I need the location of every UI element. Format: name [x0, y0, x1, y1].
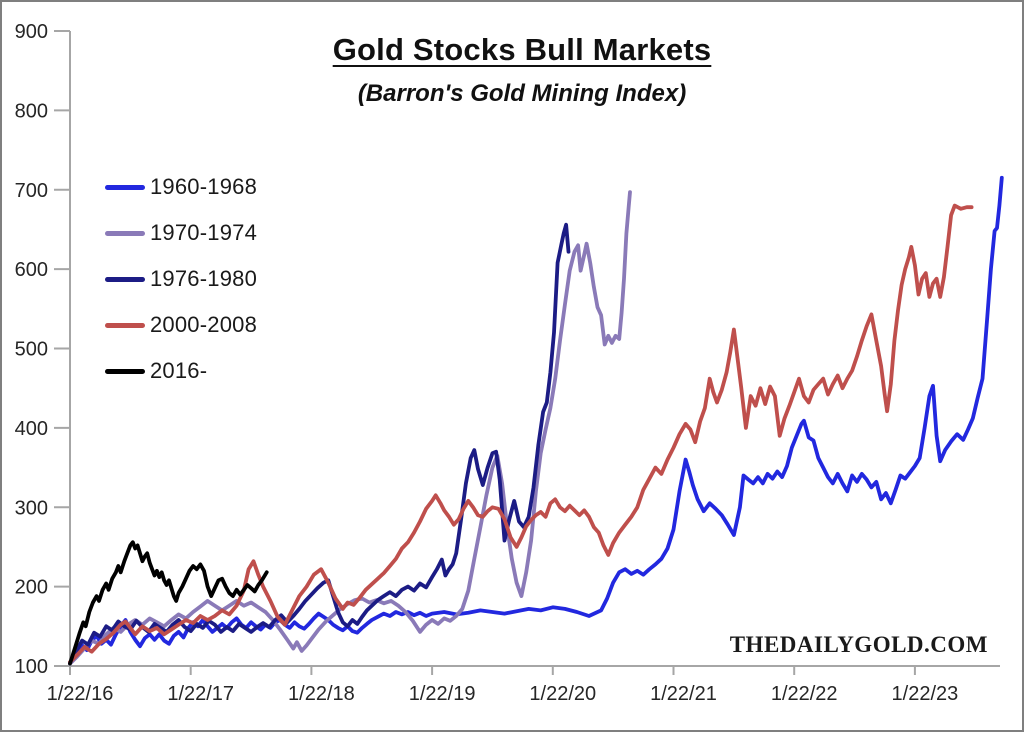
- x-axis-tick-label: 1/22/22: [771, 683, 838, 705]
- x-axis-tick-label: 1/22/21: [650, 683, 717, 705]
- y-axis-tick-label: 900: [15, 21, 48, 43]
- series-line-1976-1980: [68, 222, 571, 665]
- y-axis-tick-label: 500: [15, 339, 48, 361]
- x-axis-tick-label: 1/22/16: [47, 683, 114, 705]
- y-axis-tick-label: 800: [15, 100, 48, 122]
- x-axis-tick-label: 1/22/23: [892, 683, 959, 705]
- x-axis-tick-label: 1/22/19: [409, 683, 476, 705]
- y-axis-tick-label: 600: [15, 259, 48, 281]
- y-axis-tick-label: 700: [15, 180, 48, 202]
- series-line-1970-1974: [68, 190, 632, 666]
- y-axis-tick-label: 400: [15, 418, 48, 440]
- y-axis-tick-label: 300: [15, 497, 48, 519]
- series-line-2016-: [68, 540, 269, 666]
- series-line-2000-2008: [68, 203, 974, 664]
- x-axis-tick-label: 1/22/20: [529, 683, 596, 705]
- x-axis-tick-label: 1/22/17: [167, 683, 234, 705]
- y-axis-tick-label: 100: [15, 656, 48, 678]
- y-axis-tick-label: 200: [15, 577, 48, 599]
- x-axis-tick-label: 1/22/18: [288, 683, 355, 705]
